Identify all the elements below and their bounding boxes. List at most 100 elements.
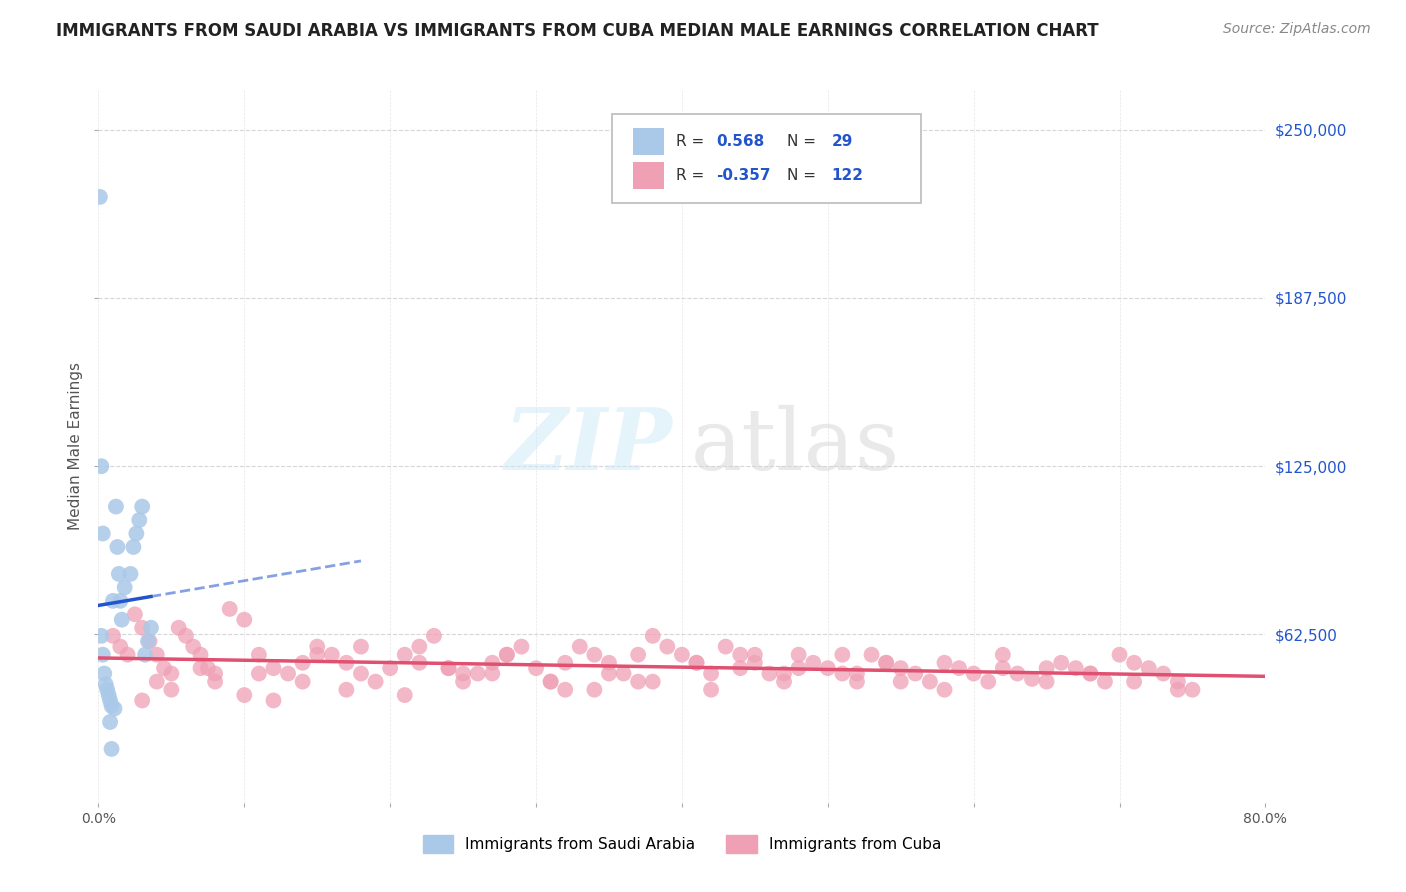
Text: Source: ZipAtlas.com: Source: ZipAtlas.com [1223,22,1371,37]
Point [139,621,162,635]
Point [204,674,226,689]
Point [1152,666,1174,681]
Point [197,661,219,675]
Point [744,648,766,662]
Text: IMMIGRANTS FROM SAUDI ARABIA VS IMMIGRANTS FROM CUBA MEDIAN MALE EARNINGS CORREL: IMMIGRANTS FROM SAUDI ARABIA VS IMMIGRAN… [56,22,1099,40]
Point [1021,672,1043,686]
Point [787,648,810,662]
Point [1094,674,1116,689]
Text: N =: N = [787,134,821,149]
Point [96,682,118,697]
Point [423,629,446,643]
Point [991,661,1014,675]
Point [962,666,984,681]
Point [98,714,121,729]
Point [136,634,159,648]
Point [131,693,153,707]
Point [190,661,212,675]
Point [904,666,927,681]
Point [744,656,766,670]
Point [120,566,142,581]
Point [90,459,112,474]
Point [160,666,183,681]
Point [408,656,430,670]
Point [233,613,256,627]
Text: R =: R = [676,168,709,183]
Point [934,656,956,670]
Text: N =: N = [787,168,821,183]
Point [335,656,357,670]
Point [437,661,460,675]
Point [598,666,620,681]
Point [934,682,956,697]
Point [860,648,883,662]
Point [124,607,146,622]
Point [700,666,723,681]
Point [627,648,650,662]
Point [190,648,212,662]
Point [277,666,299,681]
Point [524,661,547,675]
Point [167,621,190,635]
Point [174,629,197,643]
Point [291,674,314,689]
Point [291,656,314,670]
Point [714,640,737,654]
Point [100,698,122,713]
Point [89,190,111,204]
Point [110,640,132,654]
Point [510,640,533,654]
Text: -0.357: -0.357 [716,168,770,183]
Legend: Immigrants from Saudi Arabia, Immigrants from Cuba: Immigrants from Saudi Arabia, Immigrants… [416,829,948,859]
Point [90,629,112,643]
Point [1064,661,1087,675]
Point [641,674,664,689]
Point [758,666,780,681]
Point [128,513,150,527]
Text: 29: 29 [831,134,852,149]
Point [1167,674,1189,689]
Point [1007,666,1029,681]
Point [1123,656,1146,670]
Point [554,656,576,670]
Point [131,621,153,635]
Point [350,666,373,681]
FancyBboxPatch shape [633,128,665,155]
Point [685,656,707,670]
Point [496,648,519,662]
Point [262,661,284,675]
Point [598,656,620,670]
Point [787,661,810,675]
Point [94,677,117,691]
Point [394,648,416,662]
Point [91,648,114,662]
Point [568,640,591,654]
Point [554,682,576,697]
Point [114,580,136,594]
Point [111,613,134,627]
Point [773,674,796,689]
Point [773,666,796,681]
Point [846,666,869,681]
Point [321,648,343,662]
Point [451,666,474,681]
Point [612,666,634,681]
Point [977,674,1000,689]
Point [98,693,121,707]
Point [730,648,752,662]
Point [1137,661,1160,675]
Point [335,682,357,697]
Text: atlas: atlas [692,404,900,488]
Point [948,661,970,675]
Point [817,661,839,675]
Point [408,640,430,654]
Point [101,629,124,643]
Point [451,674,474,689]
Point [1050,656,1073,670]
Point [890,674,912,689]
Point [627,674,650,689]
Point [204,666,226,681]
Point [831,666,853,681]
Point [97,688,120,702]
Point [394,688,416,702]
